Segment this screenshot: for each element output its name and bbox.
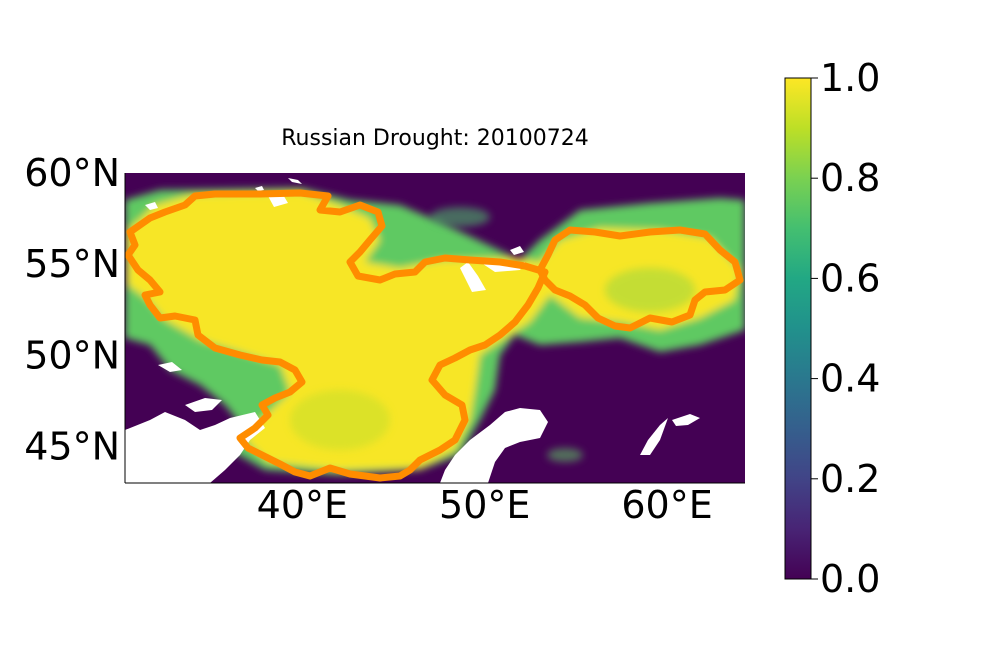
colorbar-tick-label: 0.0 xyxy=(820,557,880,601)
latitude-tick-label: 45°N xyxy=(24,425,120,469)
longitude-tick-label: 50°E xyxy=(439,483,530,527)
map-title: Russian Drought: 20100724 xyxy=(281,126,589,151)
latitude-tick-label: 60°N xyxy=(24,151,120,195)
drought-region-outlines xyxy=(125,189,744,482)
colorbar-tick-label: 0.8 xyxy=(820,156,880,200)
map-panel xyxy=(125,173,745,483)
colorbar-gradient xyxy=(784,77,812,580)
drought-field-variation xyxy=(290,207,695,462)
colorbar: 0.0 0.2 0.4 0.6 0.8 1.0 xyxy=(784,56,880,601)
colorbar-tick-label: 1.0 xyxy=(820,56,880,100)
caspian-sea xyxy=(440,408,548,483)
colorbar-tick-label: 0.2 xyxy=(820,457,880,501)
colorbar-tick-labels: 0.0 0.2 0.4 0.6 0.8 1.0 xyxy=(811,56,880,601)
drought-field xyxy=(125,188,745,475)
latitude-tick-label: 50°N xyxy=(24,333,120,377)
western-region-outline xyxy=(125,189,549,482)
latitude-tick-labels: 60°N 55°N 50°N 45°N xyxy=(24,151,120,469)
water-bodies xyxy=(125,178,700,483)
longitude-tick-labels: 40°E 50°E 60°E xyxy=(257,483,713,527)
eastern-region-outline xyxy=(536,226,744,332)
colorbar-tick-label: 0.6 xyxy=(820,256,880,300)
longitude-tick-label: 40°E xyxy=(257,483,348,527)
colorbar-tick-label: 0.4 xyxy=(820,357,880,401)
longitude-tick-label: 60°E xyxy=(621,483,712,527)
latitude-tick-label: 55°N xyxy=(24,242,120,286)
black-sea xyxy=(125,412,265,483)
